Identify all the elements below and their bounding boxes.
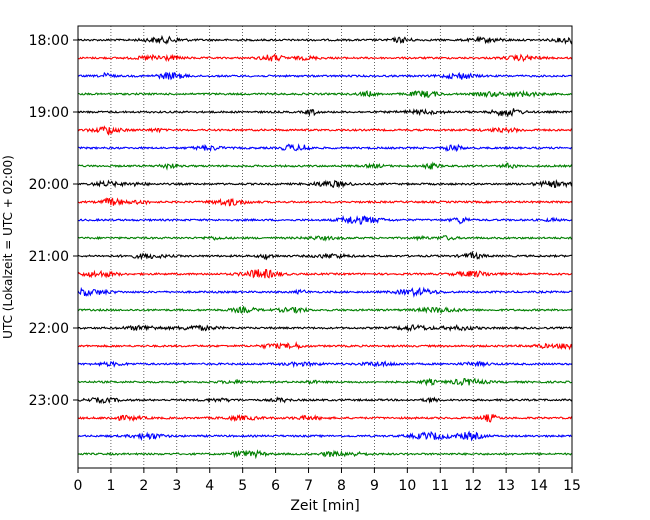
trace-line bbox=[77, 89, 573, 99]
x-tick-label: 8 bbox=[337, 478, 346, 494]
x-tick-label: 15 bbox=[563, 478, 581, 494]
y-tick-label: 20:00 bbox=[29, 177, 69, 193]
x-tick-label: 2 bbox=[139, 478, 148, 494]
x-tick-label: 14 bbox=[530, 478, 548, 494]
trace-line bbox=[77, 34, 573, 45]
x-tick-label: 4 bbox=[205, 478, 214, 494]
x-axis: 0 1 2 3 4 5 6 7 8 9 10 11 12 13 14 15 bbox=[74, 468, 581, 494]
trace-line bbox=[77, 269, 573, 279]
y-axis-label: UTC (Lokalzeit = UTC + 02:00) bbox=[1, 155, 15, 339]
x-tick-label: 0 bbox=[74, 478, 83, 494]
trace-line bbox=[77, 413, 573, 423]
trace-line bbox=[77, 305, 573, 315]
x-tick-label: 12 bbox=[464, 478, 482, 494]
trace-line bbox=[77, 360, 573, 369]
y-tick-label: 18:00 bbox=[29, 33, 69, 49]
trace-line bbox=[77, 323, 573, 333]
x-tick-label: 10 bbox=[398, 478, 416, 494]
trace-line bbox=[77, 143, 573, 153]
seismic-traces bbox=[77, 34, 573, 460]
x-tick-label: 5 bbox=[238, 478, 247, 494]
trace-line bbox=[77, 161, 573, 171]
x-tick-label: 13 bbox=[497, 478, 515, 494]
trace-line bbox=[77, 71, 573, 81]
grid-lines bbox=[110, 26, 540, 468]
trace-line bbox=[77, 125, 573, 136]
trace-line bbox=[77, 179, 573, 189]
trace-line bbox=[77, 53, 573, 63]
trace-line bbox=[77, 234, 573, 242]
x-tick-label: 1 bbox=[106, 478, 115, 494]
trace-line bbox=[77, 250, 573, 261]
x-tick-label: 6 bbox=[271, 478, 280, 494]
y-tick-label: 21:00 bbox=[29, 249, 69, 265]
trace-line bbox=[77, 430, 573, 442]
plot-frame bbox=[77, 25, 573, 469]
x-tick-label: 3 bbox=[172, 478, 181, 494]
y-tick-label: 19:00 bbox=[29, 105, 69, 121]
trace-line bbox=[77, 396, 573, 405]
x-tick-label: 7 bbox=[304, 478, 313, 494]
trace-line bbox=[77, 215, 573, 225]
trace-line bbox=[77, 108, 573, 118]
y-tick-label: 22:00 bbox=[29, 321, 69, 337]
trace-line bbox=[77, 286, 573, 298]
trace-line bbox=[77, 341, 573, 351]
x-tick-label: 11 bbox=[431, 478, 449, 494]
y-axis: 18:00 19:00 20:00 21:00 22:00 23:00 bbox=[29, 33, 78, 409]
x-tick-label: 9 bbox=[370, 478, 379, 494]
x-axis-label: Zeit [min] bbox=[290, 498, 359, 514]
trace-line bbox=[77, 377, 573, 387]
y-tick-label: 23:00 bbox=[29, 393, 69, 409]
trace-line bbox=[77, 197, 573, 207]
trace-line bbox=[77, 449, 573, 460]
